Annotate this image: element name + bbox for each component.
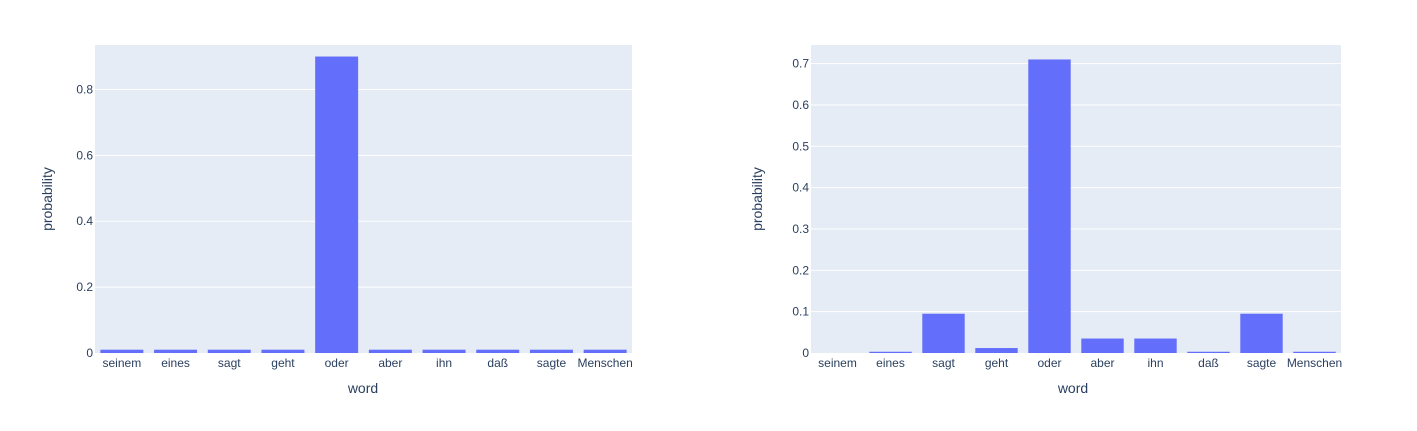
- y-tick-label: 0.3: [792, 222, 809, 236]
- bar-sagt: [922, 313, 965, 353]
- y-tick-labels-left: 0 0.2 0.4 0.6 0.8: [76, 82, 93, 360]
- bar-daß: [1187, 351, 1230, 353]
- bars-left: [100, 56, 627, 353]
- bar-eines: [869, 351, 912, 353]
- plot-area-right: [811, 45, 1341, 353]
- bar-aber: [368, 349, 412, 353]
- y-tick-label: 0.6: [792, 98, 809, 112]
- x-tick-label: daß: [1198, 356, 1219, 370]
- bar-eines: [154, 349, 198, 353]
- bar-menschen: [583, 349, 627, 353]
- y-tick-label: 0: [86, 346, 93, 360]
- x-tick-label: seinem: [818, 356, 857, 370]
- x-tick-label: aber: [1090, 356, 1114, 370]
- x-tick-label: eines: [161, 356, 190, 370]
- x-tick-label: Menschen: [1287, 356, 1342, 370]
- x-tick-label: ihn: [1147, 356, 1163, 370]
- bar-oder: [1028, 59, 1071, 354]
- bars-right: [869, 59, 1336, 354]
- y-tick-label: 0.7: [792, 57, 809, 71]
- y-axis-title-left: probability: [39, 167, 55, 231]
- bar-oder: [315, 56, 359, 353]
- y-tick-label: 0.2: [76, 280, 93, 294]
- y-axis-title-right: probability: [749, 167, 765, 231]
- y-tick-labels-right: 0 0.1 0.2 0.3 0.4 0.5 0.6 0.7: [792, 57, 809, 360]
- y-tick-label: 0.2: [792, 263, 809, 277]
- bar-seinem: [100, 349, 144, 353]
- bar-aber: [1081, 338, 1124, 353]
- plot-area-left: [95, 45, 632, 353]
- x-tick-label: oder: [1037, 356, 1061, 370]
- x-tick-label: Menschen: [577, 356, 632, 370]
- gridlines-right: [811, 63, 1341, 313]
- x-tick-label: eines: [876, 356, 905, 370]
- x-tick-label: daß: [487, 356, 508, 370]
- bar-ihn: [1134, 338, 1177, 353]
- bar-daß: [476, 349, 520, 353]
- x-tick-label: seinem: [103, 356, 142, 370]
- y-tick-label: 0.1: [792, 305, 809, 319]
- y-tick-label: 0: [802, 346, 809, 360]
- bar-sagte: [1240, 313, 1283, 353]
- chart-right: 0 0.1 0.2 0.3 0.4 0.5 0.6 0.7 seinem eines sagt ge…: [749, 45, 1342, 396]
- bar-sagt: [207, 349, 251, 353]
- x-tick-label: sagte: [537, 356, 567, 370]
- x-tick-label: aber: [378, 356, 402, 370]
- gridlines-left: [95, 88, 632, 288]
- x-tick-label: geht: [985, 356, 1009, 370]
- bar-geht: [975, 348, 1018, 353]
- x-tick-label: sagte: [1247, 356, 1277, 370]
- x-tick-label: geht: [271, 356, 295, 370]
- x-tick-labels-left: seinem eines sagt geht oder aber ihn daß sagte Me…: [103, 356, 633, 370]
- y-tick-label: 0.6: [76, 148, 93, 162]
- y-tick-label: 0.4: [76, 214, 93, 228]
- bar-ihn: [422, 349, 466, 353]
- x-tick-label: ihn: [436, 356, 452, 370]
- bar-menschen: [1293, 351, 1336, 353]
- bar-geht: [261, 349, 305, 353]
- bar-sagte: [529, 349, 573, 353]
- x-tick-label: sagt: [932, 356, 955, 370]
- chart-left: 0 0.2 0.4 0.6 0.8 seinem eines sagt geht oder abe…: [39, 45, 633, 396]
- y-tick-label: 0.8: [76, 82, 93, 96]
- x-tick-labels-right: seinem eines sagt geht oder aber ihn daß sagte Me…: [818, 356, 1342, 370]
- x-axis-title-left: word: [347, 380, 378, 396]
- y-tick-label: 0.5: [792, 139, 809, 153]
- y-tick-label: 0.4: [792, 181, 809, 195]
- x-tick-label: sagt: [218, 356, 241, 370]
- x-tick-label: oder: [325, 356, 349, 370]
- x-axis-title-right: word: [1057, 380, 1088, 396]
